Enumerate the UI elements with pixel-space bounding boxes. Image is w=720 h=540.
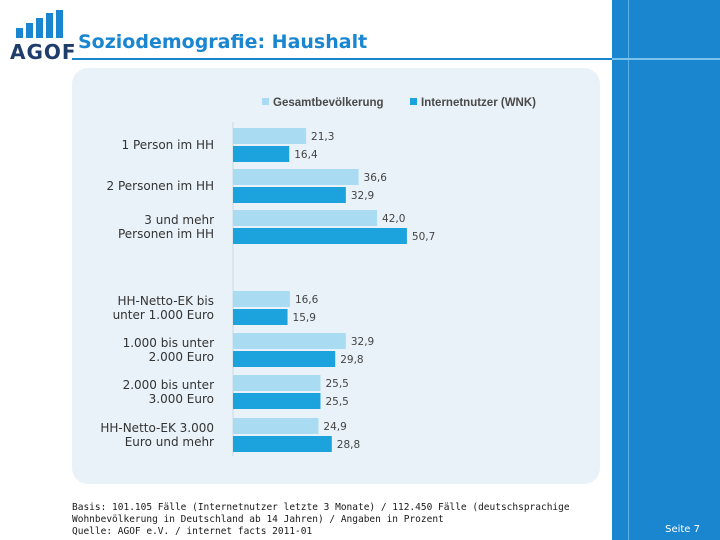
category-label-3-0: HH-Netto-EK bis	[117, 294, 214, 308]
legend-swatch-1	[410, 98, 417, 105]
logo-text: AGOF	[10, 40, 77, 64]
title-underline	[72, 58, 612, 60]
category-label-3-1: unter 1.000 Euro	[113, 308, 214, 322]
bar-6-1	[233, 436, 332, 452]
category-label-4-1: 2.000 Euro	[149, 350, 214, 364]
value-label-1-1: 32,9	[351, 190, 374, 202]
category-label-4-0: 1.000 bis unter	[123, 336, 214, 350]
bar-2-1	[233, 228, 407, 244]
value-label-2-0: 42,0	[382, 213, 405, 225]
value-label-5-1: 25,5	[325, 396, 348, 408]
legend-swatch-0	[262, 98, 269, 105]
value-label-4-0: 32,9	[351, 336, 374, 348]
agof-logo: AGOF	[10, 10, 77, 64]
value-label-2-1: 50,7	[412, 231, 435, 243]
page-title: Soziodemografie: Haushalt	[78, 31, 368, 53]
bar-5-0	[233, 375, 321, 391]
legend-label-0: Gesamtbevölkerung	[273, 97, 384, 109]
value-label-5-0: 25,5	[325, 378, 348, 390]
value-label-3-0: 16,6	[295, 294, 319, 306]
footnote-line-1: Basis: 101.105 Fälle (Internetnutzer let…	[72, 502, 570, 513]
footnote: Basis: 101.105 Fälle (Internetnutzer let…	[72, 502, 592, 538]
bar-3-1	[233, 309, 288, 325]
footnote-line-3: Quelle: AGOF e.V. / internet facts 2011-…	[72, 526, 313, 537]
category-label-6-0: HH-Netto-EK 3.000	[100, 421, 214, 435]
bar-4-0	[233, 333, 346, 349]
value-label-4-1: 29,8	[340, 354, 363, 366]
bar-5-1	[233, 393, 321, 409]
value-label-0-0: 21,3	[311, 131, 334, 143]
value-label-3-1: 15,9	[293, 312, 316, 324]
category-label-5-1: 3.000 Euro	[149, 392, 214, 406]
side-divider	[628, 0, 629, 540]
category-label-2-0: 3 und mehr	[144, 213, 214, 227]
bar-1-1	[233, 187, 346, 203]
bar-6-0	[233, 418, 319, 434]
page-number: Seite 7	[665, 524, 700, 535]
bar-2-0	[233, 210, 378, 226]
bar-1-0	[233, 169, 359, 185]
bar-4-1	[233, 351, 336, 367]
category-label-6-1: Euro und mehr	[125, 435, 214, 449]
bar-3-0	[233, 291, 290, 307]
category-label-1-0: 2 Personen im HH	[107, 179, 214, 193]
chart-panel	[72, 68, 600, 484]
value-label-6-1: 28,8	[337, 439, 360, 451]
category-label-0-0: 1 Person im HH	[122, 138, 214, 152]
bar-0-1	[233, 146, 290, 162]
logo-bars-icon	[16, 10, 63, 38]
category-label-5-0: 2.000 bis unter	[123, 378, 214, 392]
legend-label-1: Internetnutzer (WNK)	[421, 97, 536, 109]
value-label-1-0: 36,6	[364, 172, 388, 184]
side-bar	[612, 0, 720, 540]
value-label-6-0: 24,9	[323, 421, 346, 433]
footnote-line-2: Wohnbevölkerung in Deutschland ab 14 Jah…	[72, 514, 444, 525]
category-label-2-1: Personen im HH	[118, 227, 214, 241]
side-bar-line	[612, 58, 720, 60]
bar-0-0	[233, 128, 307, 144]
value-label-0-1: 16,4	[294, 149, 318, 161]
